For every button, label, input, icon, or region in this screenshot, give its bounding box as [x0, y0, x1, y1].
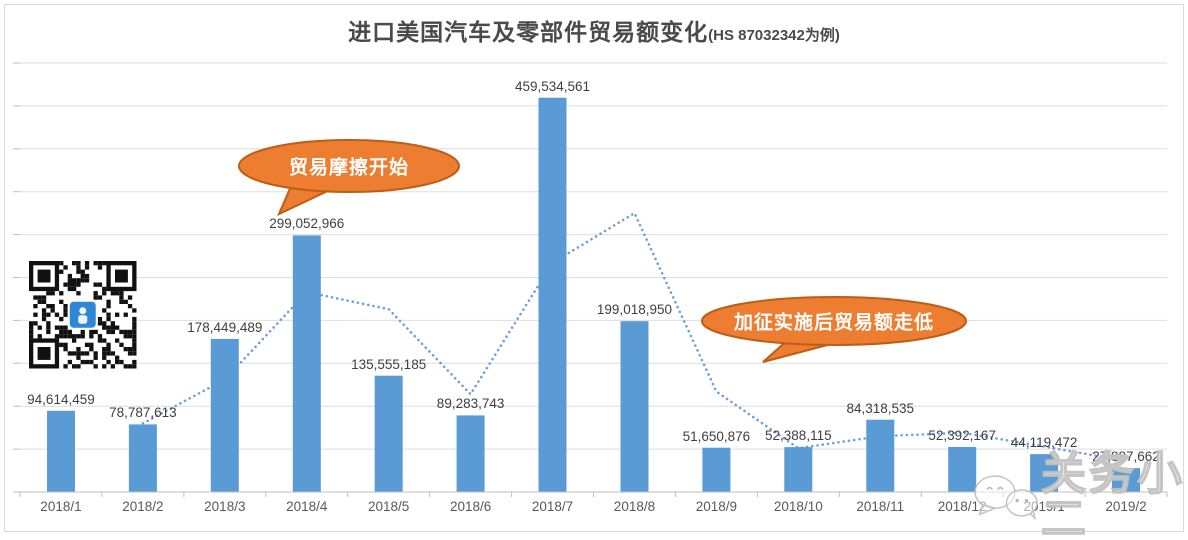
bar-value-label: 51,650,876 — [682, 428, 751, 444]
x-axis-label: 2018/2 — [122, 499, 164, 514]
bar-value-label: 199,018,950 — [596, 302, 672, 318]
bar-value-label: 89,283,743 — [436, 396, 505, 412]
x-axis-label: 2018/11 — [856, 499, 905, 514]
bar-value-label: 178,449,489 — [187, 319, 263, 335]
x-axis-label: 2018/9 — [695, 499, 738, 514]
x-axis-label: 2019/2 — [1105, 499, 1147, 514]
bar-value-label: 84,318,535 — [846, 400, 915, 416]
x-axis-label: 2018/6 — [449, 499, 492, 514]
chart-border — [4, 4, 1184, 532]
chart-title-main: 进口美国汽车及零部件贸易额变化 — [348, 19, 709, 45]
x-axis-label: 2018/4 — [286, 499, 328, 514]
chart-title: 进口美国汽车及零部件贸易额变化(HS 87032342为例) — [0, 13, 1188, 47]
bar-value-label: 52,392,167 — [928, 428, 996, 444]
bar-value-label: 78,787,613 — [109, 405, 177, 421]
x-axis-label: 2018/7 — [531, 499, 574, 514]
chart-title-suffix: (HS 87032342为例) — [708, 27, 840, 44]
watermark-text: 关务小二 — [1040, 448, 1185, 540]
bar-value-label: 135,555,185 — [351, 356, 427, 372]
bar-value-label: 299,052,966 — [269, 216, 345, 232]
bar-value-label: 94,614,459 — [27, 391, 95, 407]
bar-value-label: 52,388,115 — [765, 428, 832, 444]
bar-value-label: 459,534,561 — [514, 78, 591, 94]
qr-code — [29, 261, 137, 369]
callout-tariff-text: 加征实施后贸易额走低 — [733, 312, 935, 334]
x-axis-label: 2018/1 — [40, 499, 82, 514]
wechat-icon — [974, 475, 1038, 521]
watermark: 关务小二 — [972, 448, 1188, 540]
x-axis-label: 2018/3 — [204, 499, 246, 514]
x-axis-label: 2018/8 — [613, 499, 656, 514]
x-axis-label: 2018/12 — [937, 499, 987, 514]
x-axis-label: 2018/5 — [368, 499, 410, 514]
x-axis-label: 2018/10 — [773, 499, 823, 514]
callout-trade-friction-text: 贸易摩擦开始 — [288, 157, 410, 179]
